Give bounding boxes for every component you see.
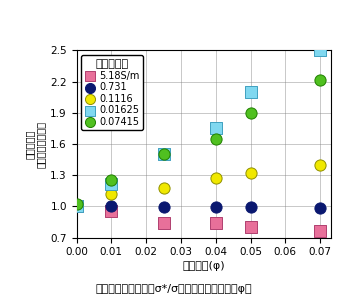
0.01625 <box>109 181 114 186</box>
0.1116 <box>317 162 323 167</box>
0.731 <box>213 205 219 210</box>
0.01625 <box>317 48 323 53</box>
0.731 <box>74 204 79 209</box>
0.07415 <box>213 136 219 141</box>
0.1116 <box>248 171 253 176</box>
0.07415 <box>317 77 323 82</box>
5.18S/m <box>161 221 166 225</box>
5.18S/m <box>109 208 114 213</box>
Y-axis label: 相対電導度
（懸濁液／溶液）: 相対電導度 （懸濁液／溶液） <box>24 121 46 168</box>
0.1116 <box>109 192 114 196</box>
5.18S/m <box>74 204 79 209</box>
0.731 <box>317 206 323 211</box>
X-axis label: 体積分率(φ): 体積分率(φ) <box>182 261 225 271</box>
0.01625 <box>161 152 166 157</box>
5.18S/m <box>317 229 323 234</box>
0.07415 <box>109 178 114 183</box>
0.07415 <box>161 152 166 157</box>
0.01625 <box>248 90 253 94</box>
5.18S/m <box>213 221 219 225</box>
0.1116 <box>161 185 166 190</box>
Text: 図３　相対電導度（σ*/σ）と固体体積分率（φ）: 図３ 相対電導度（σ*/σ）と固体体積分率（φ） <box>96 284 252 294</box>
0.1116 <box>213 176 219 181</box>
0.731 <box>161 205 166 210</box>
0.07415 <box>248 110 253 115</box>
5.18S/m <box>248 225 253 230</box>
0.731 <box>109 204 114 209</box>
Legend: 5.18S/m, 0.731, 0.1116, 0.01625, 0.07415: 5.18S/m, 0.731, 0.1116, 0.01625, 0.07415 <box>81 55 143 130</box>
0.01625 <box>74 204 79 209</box>
0.731 <box>248 205 253 210</box>
0.01625 <box>213 126 219 131</box>
0.07415 <box>74 202 79 207</box>
